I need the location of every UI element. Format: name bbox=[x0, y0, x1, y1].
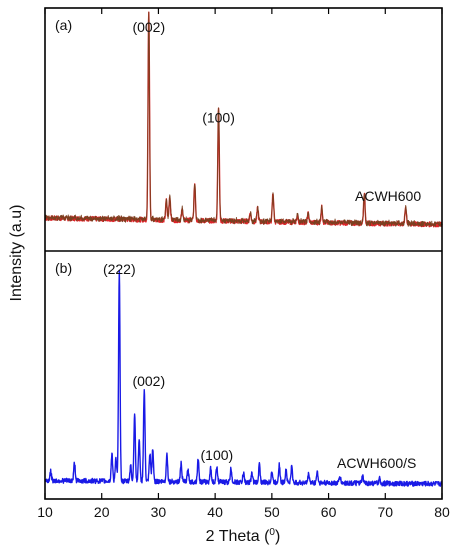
peak-label: (002) bbox=[132, 19, 165, 35]
plot-layer bbox=[44, 8, 443, 499]
panel-b-label: (b) bbox=[55, 260, 72, 276]
sample-label-acwh600: ACWH600 bbox=[355, 188, 421, 204]
peak-label: (222) bbox=[103, 261, 136, 277]
x-tick-label: 40 bbox=[207, 504, 223, 520]
x-axis-label-superscript: 0 bbox=[269, 527, 275, 538]
x-tick-label: 20 bbox=[94, 504, 110, 520]
xrd-pattern-a-overlay bbox=[44, 11, 443, 228]
plot-frame bbox=[44, 7, 443, 500]
x-tick-label: 60 bbox=[321, 504, 337, 520]
xrd-pattern-b bbox=[44, 269, 443, 487]
panel-a-label: (a) bbox=[55, 17, 72, 33]
x-tick-label: 10 bbox=[37, 504, 53, 520]
x-tick-label: 30 bbox=[151, 504, 167, 520]
x-tick-label: 50 bbox=[264, 504, 280, 520]
x-axis-label-end: ) bbox=[275, 528, 280, 545]
x-axis-label: 2 Theta (0) bbox=[206, 527, 281, 545]
sample-label-acwh600-s: ACWH600/S bbox=[337, 455, 416, 471]
x-axis-label-main: 2 Theta ( bbox=[206, 528, 270, 545]
peak-label: (100) bbox=[202, 110, 235, 126]
x-tick-label: 70 bbox=[378, 504, 394, 520]
x-tick-label: 80 bbox=[434, 504, 450, 520]
x-tick-labels: 10 20 30 40 50 60 70 80 bbox=[37, 504, 450, 520]
peak-label: (002) bbox=[132, 373, 165, 389]
y-axis-label: Intensity (a.u) bbox=[8, 205, 25, 302]
peak-label: (100) bbox=[201, 447, 234, 463]
